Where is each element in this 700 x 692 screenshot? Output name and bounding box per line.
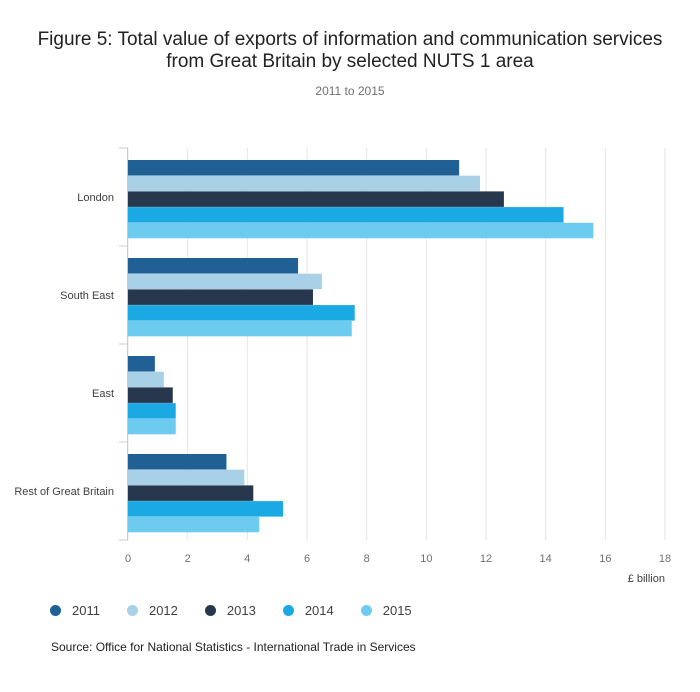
bar-chart: 0 2 4 6 8 10 12 14 16 18 London South East East Rest …	[14, 147, 671, 585]
category-label: Rest of Great Britain	[14, 486, 114, 498]
bar-2011	[128, 454, 227, 470]
legend-swatch	[126, 605, 138, 616]
chart-legend: 2011 2012 2013 2014 2015	[50, 603, 439, 618]
bar-2014	[128, 207, 564, 223]
legend-label: 2012	[148, 603, 178, 618]
source-note: Source: Office for National Statistics -…	[51, 640, 416, 654]
x-tick-label: 0	[125, 553, 131, 565]
bar-2011	[128, 160, 460, 176]
x-axis-label: £ billion	[628, 573, 665, 585]
legend-swatch	[50, 605, 61, 616]
bar-2014	[128, 501, 284, 517]
bar-2011	[128, 356, 155, 372]
legend-item-2012: 2012	[126, 603, 178, 618]
legend-label: 2015	[382, 603, 412, 618]
bar-2013	[128, 191, 504, 207]
bar-2011	[128, 258, 299, 274]
bar-2012	[128, 175, 481, 192]
bar-2012	[128, 371, 164, 388]
bar-2014	[128, 305, 355, 321]
bar-2015	[128, 222, 594, 239]
legend-swatch	[360, 605, 372, 616]
x-tick-label: 16	[599, 553, 611, 565]
bar-2015	[128, 418, 176, 435]
chart-title-line-1: Figure 5: Total value of exports of info…	[37, 29, 663, 50]
x-tick-label: 4	[244, 553, 250, 565]
chart-title-line-2: from Great Britain by selected NUTS 1 ar…	[166, 51, 534, 72]
bar-2015	[128, 516, 260, 533]
x-tick-label: 8	[364, 553, 370, 565]
legend-item-2011: 2011	[50, 603, 100, 618]
category-label: East	[92, 388, 114, 400]
legend-label: 2011	[72, 603, 100, 618]
legend-item-2013: 2013	[204, 603, 256, 618]
bar-2012	[128, 273, 322, 290]
bar-2015	[128, 320, 352, 337]
legend-swatch	[282, 605, 294, 616]
bar-2014	[128, 403, 176, 419]
legend-label: 2014	[304, 603, 334, 618]
bar-2013	[128, 387, 173, 403]
x-tick-label: 6	[304, 553, 310, 565]
legend-swatch	[204, 605, 216, 616]
bar-2013	[128, 485, 254, 501]
legend-item-2015: 2015	[360, 603, 412, 618]
chart-subtitle: 2011 to 2015	[315, 84, 385, 98]
legend-item-2014: 2014	[282, 603, 334, 618]
bar-2013	[128, 289, 313, 305]
legend-label: 2013	[226, 603, 256, 618]
x-tick-label: 2	[185, 553, 191, 565]
category-label: South East	[60, 290, 114, 302]
bar-2012	[128, 469, 245, 486]
x-tick-label: 10	[420, 553, 432, 565]
chart-title: Figure 5: Total value of exports of info…	[0, 29, 700, 73]
category-label: London	[77, 192, 114, 204]
x-tick-label: 12	[480, 553, 492, 565]
x-tick-label: 14	[540, 553, 552, 565]
x-tick-label: 18	[659, 553, 671, 565]
